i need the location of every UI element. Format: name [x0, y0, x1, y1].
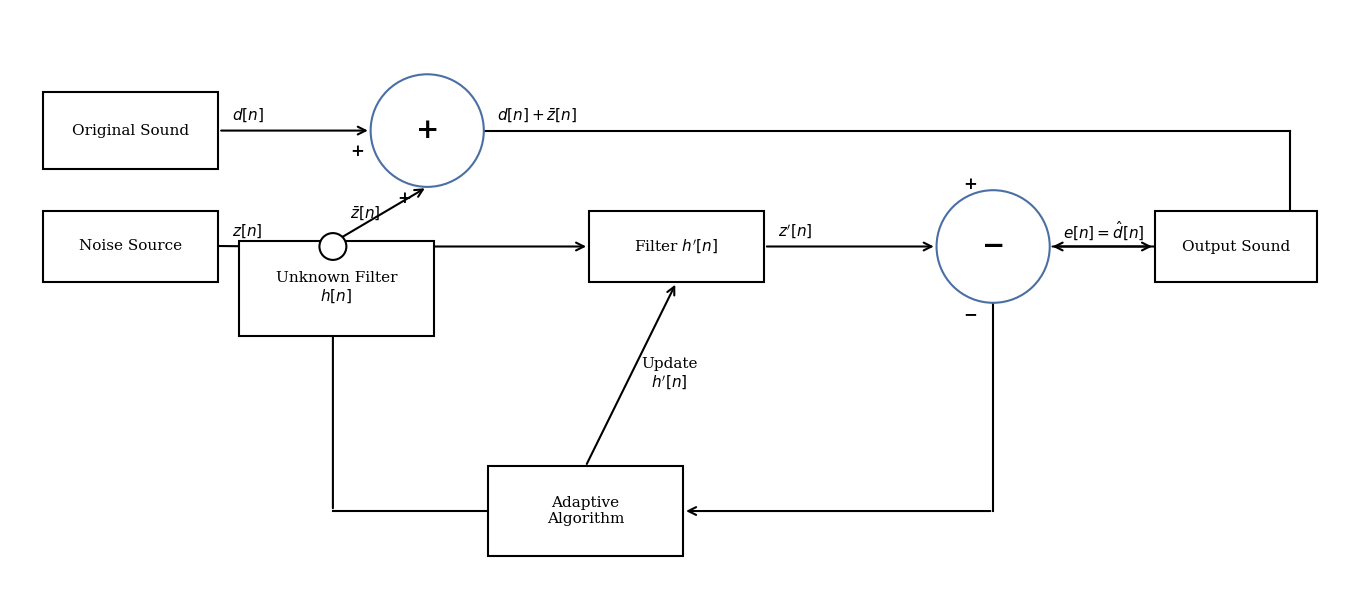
Text: $d[n]$: $d[n]$: [231, 107, 264, 124]
Text: $z'[n]$: $z'[n]$: [778, 223, 812, 241]
Text: Output Sound: Output Sound: [1181, 239, 1289, 253]
Text: Update
$h'[n]$: Update $h'[n]$: [641, 357, 698, 392]
FancyBboxPatch shape: [238, 241, 434, 335]
FancyBboxPatch shape: [1155, 211, 1316, 282]
Text: Noise Source: Noise Source: [80, 239, 183, 253]
Ellipse shape: [319, 233, 346, 260]
Ellipse shape: [371, 74, 484, 187]
FancyBboxPatch shape: [43, 211, 218, 282]
Text: $e[n] = \hat{d}[n]$: $e[n] = \hat{d}[n]$: [1063, 220, 1145, 243]
FancyBboxPatch shape: [589, 211, 764, 282]
Text: Filter $h'[n]$: Filter $h'[n]$: [635, 238, 718, 256]
Text: Original Sound: Original Sound: [72, 124, 189, 137]
Text: $\bar{z}[n]$: $\bar{z}[n]$: [349, 205, 380, 223]
FancyBboxPatch shape: [43, 92, 218, 169]
Ellipse shape: [936, 190, 1050, 303]
Text: Unknown Filter
$h[n]$: Unknown Filter $h[n]$: [276, 271, 396, 305]
Text: +: +: [350, 143, 364, 160]
Text: −: −: [981, 233, 1005, 260]
Text: −: −: [963, 306, 977, 323]
Text: $z[n]$: $z[n]$: [231, 223, 262, 241]
Text: +: +: [415, 117, 438, 144]
Text: $d[n] + \bar{z}[n]$: $d[n] + \bar{z}[n]$: [498, 107, 578, 124]
Text: +: +: [398, 190, 411, 207]
Text: +: +: [963, 176, 977, 193]
FancyBboxPatch shape: [488, 466, 683, 556]
Text: Adaptive
Algorithm: Adaptive Algorithm: [547, 496, 624, 526]
